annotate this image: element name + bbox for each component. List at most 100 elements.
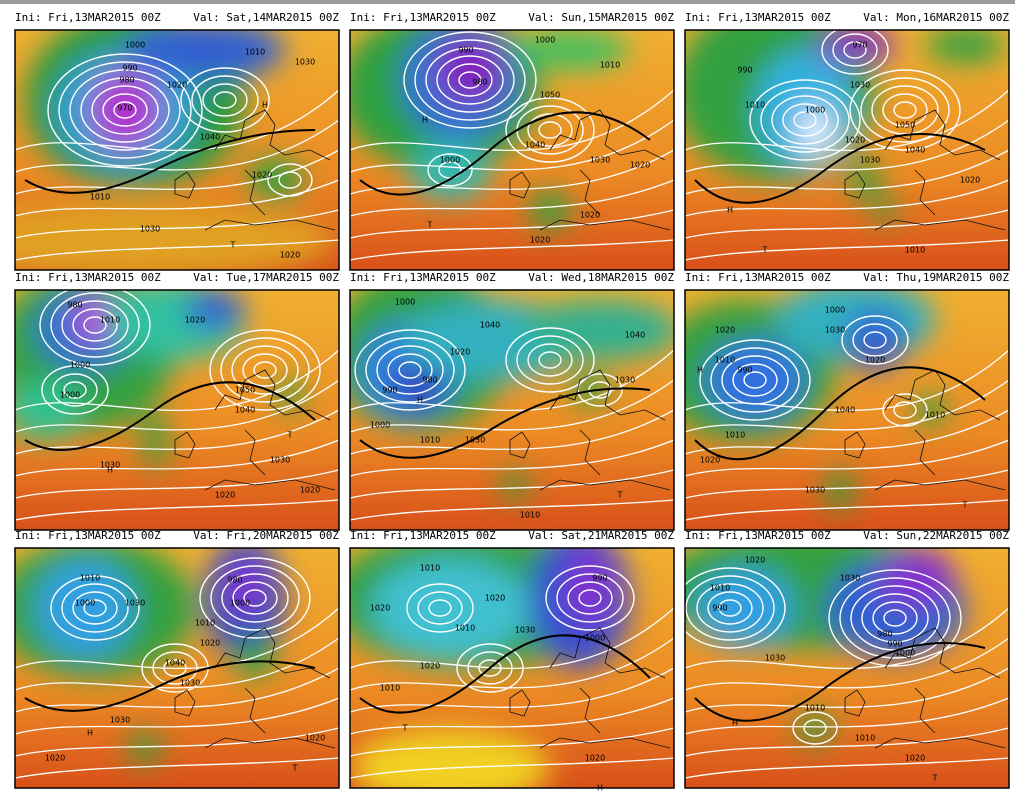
isobar — [771, 95, 839, 145]
isobar — [350, 757, 674, 779]
contour-label: 1040 — [525, 141, 545, 150]
init-time: Ini: Fri,13MAR2015 00Z — [350, 271, 496, 284]
contour-label: 1010 — [245, 48, 265, 57]
isobar — [350, 179, 674, 217]
isobar — [685, 727, 1009, 757]
contour-label: 1000 — [585, 634, 605, 643]
isobar — [545, 565, 635, 631]
isobar — [15, 637, 339, 691]
isobar — [15, 379, 339, 433]
map-frame — [14, 547, 340, 789]
isobar — [41, 365, 109, 415]
front-line — [24, 129, 316, 194]
contour-label: 1030 — [590, 156, 610, 165]
contour-label: 1030 — [180, 679, 200, 688]
contour-label: 1010 — [905, 246, 925, 255]
coastline — [509, 627, 671, 749]
isobar — [882, 393, 928, 427]
isobar — [15, 149, 339, 195]
isobar — [527, 343, 573, 377]
isobar — [80, 77, 170, 143]
contour-label: 1020 — [905, 754, 925, 763]
isobar — [15, 757, 339, 779]
isobar — [39, 290, 151, 366]
coastline — [844, 369, 1006, 491]
isobar — [350, 469, 674, 499]
isobar — [577, 373, 623, 407]
valid-time: Val: Tue,17MAR2015 00Z — [193, 271, 339, 284]
isobar — [15, 209, 339, 239]
contour-label: 1030 — [515, 626, 535, 635]
contour-label: 1030 — [125, 599, 145, 608]
pressure-field — [797, 712, 833, 744]
contour-label: 1000 — [805, 106, 825, 115]
isobar — [852, 323, 898, 357]
front-line — [359, 387, 651, 459]
contour-label: 1020 — [745, 556, 765, 565]
isobar — [749, 79, 861, 161]
contour-label: 1010 — [380, 684, 400, 693]
contour-label: 1030 — [840, 574, 860, 583]
isobar — [221, 573, 289, 623]
map-panel: 970 980 990 1000 1010 1020 1030 1040 1020 1010 103… — [14, 29, 340, 271]
isobar — [893, 401, 917, 419]
isobar — [505, 327, 595, 393]
contour-label: T — [932, 774, 938, 783]
init-time: Ini: Fri,13MAR2015 00Z — [685, 529, 831, 542]
isobar — [242, 353, 288, 387]
isobar — [47, 53, 203, 167]
contour-label: 1000 — [125, 41, 145, 50]
map-fill — [15, 548, 339, 788]
contour-label: T — [427, 221, 433, 230]
pressure-field — [129, 732, 161, 764]
isobar — [213, 91, 237, 109]
contour-label: T — [402, 724, 408, 733]
coastline — [844, 627, 1006, 749]
contour-label: 1040 — [625, 331, 645, 340]
valid-time: Val: Sun,22MAR2015 00Z — [863, 529, 1009, 542]
isobar — [685, 757, 1009, 779]
contour-label: 1020 — [167, 81, 187, 90]
pressure-field — [143, 410, 167, 470]
valid-time: Val: Sat,21MAR2015 00Z — [528, 529, 674, 542]
isobar — [50, 575, 140, 641]
contour-label: T — [762, 246, 768, 255]
isobar — [685, 379, 1009, 433]
isobar — [685, 239, 1009, 261]
isobar — [232, 581, 278, 615]
isobar — [792, 711, 838, 745]
front-line — [24, 381, 316, 451]
top-bar — [0, 0, 1015, 4]
front-line — [359, 634, 651, 714]
contour-label: 1010 — [715, 356, 735, 365]
pressure-field — [873, 198, 897, 222]
pressure-field — [350, 728, 550, 788]
contour-label: 1030 — [110, 716, 130, 725]
contour-label: 1000 — [535, 36, 555, 45]
isobar — [15, 469, 339, 499]
pressure-field — [247, 158, 303, 202]
contour-label: 1030 — [465, 436, 485, 445]
map-frame — [14, 289, 340, 531]
pressure-field — [826, 470, 854, 510]
valid-time: Val: Thu,19MAR2015 00Z — [863, 271, 1009, 284]
contour-label: 1020 — [530, 236, 550, 245]
pressure-field — [565, 548, 615, 628]
contour-label: 1010 — [710, 584, 730, 593]
isobar — [556, 573, 624, 623]
isobar — [588, 381, 612, 399]
isobar — [15, 667, 339, 713]
contour-label: T — [962, 501, 968, 510]
map-panel: 1020101099010001030102010401010102010301… — [684, 289, 1010, 531]
isobar — [180, 67, 270, 133]
map-frame — [349, 29, 675, 271]
isobar — [685, 469, 1009, 499]
isobar — [685, 349, 1009, 412]
isobar — [113, 101, 137, 119]
map-fill — [685, 30, 1009, 270]
map-panel: 1010 1020 1020 990 1000 1010 1030 1020 1020 1010 H… — [349, 547, 675, 793]
contour-label: 1010 — [745, 101, 765, 110]
isobar — [538, 121, 562, 139]
pressure-field — [125, 30, 285, 80]
